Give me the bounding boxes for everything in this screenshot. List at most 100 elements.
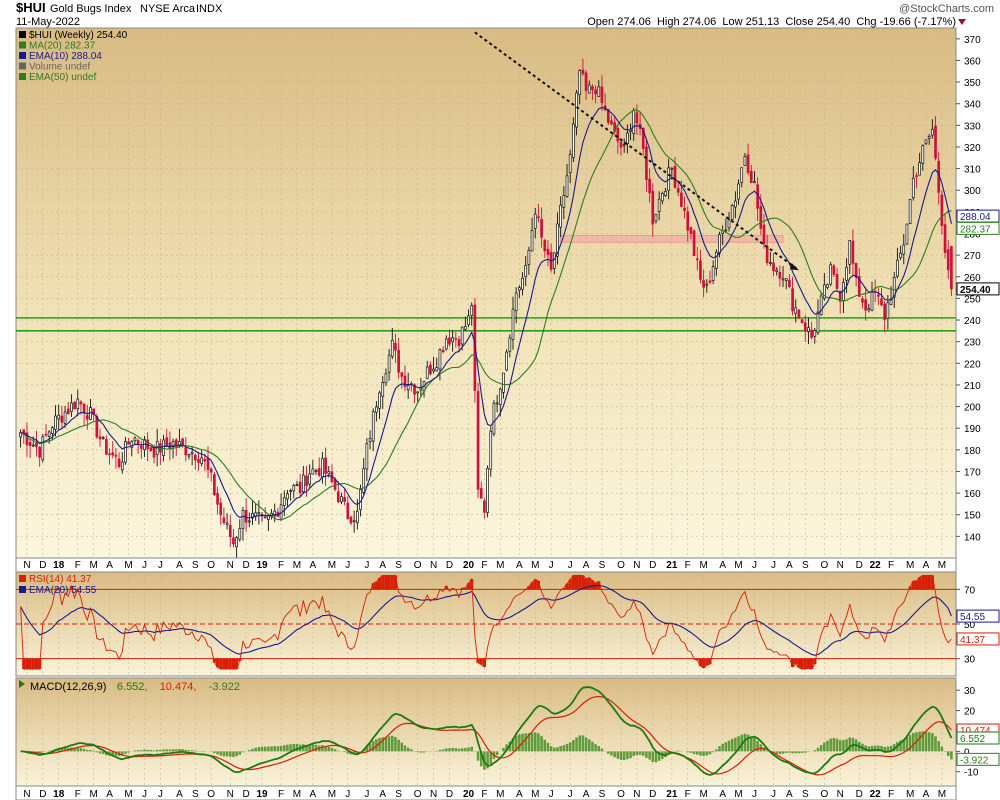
macd-histogram-bar bbox=[540, 736, 543, 752]
macd-histogram-bar bbox=[168, 749, 172, 752]
legend-swatch bbox=[19, 52, 26, 59]
macd-histogram-bar bbox=[715, 749, 718, 752]
rsi-tick-label: 50 bbox=[964, 620, 976, 631]
macd-histogram-bar bbox=[600, 748, 604, 752]
candle-body bbox=[228, 525, 232, 538]
candle-body bbox=[826, 284, 829, 288]
macd-histogram-bar bbox=[378, 738, 381, 752]
macd-histogram-bar bbox=[171, 749, 175, 752]
candle-body bbox=[492, 402, 496, 435]
macd-histogram-bar bbox=[124, 751, 127, 754]
macd-histogram-bar bbox=[587, 739, 591, 752]
candle-body bbox=[362, 468, 366, 493]
candle-body bbox=[543, 240, 547, 252]
value-tag-text: 288.04 bbox=[960, 212, 991, 223]
last-price-label: 254.40 bbox=[960, 285, 991, 296]
candle-body bbox=[823, 284, 826, 299]
macd-histogram-bar bbox=[794, 751, 798, 754]
x-tick-label: A bbox=[786, 789, 793, 800]
x-tick-label: S bbox=[802, 789, 809, 800]
x-tick-label: J bbox=[771, 789, 776, 800]
price-tick-label: 320 bbox=[964, 143, 981, 154]
price-panel: 1401501601701801902002102202302402502602… bbox=[15, 27, 1000, 559]
macd-histogram-bar bbox=[263, 746, 267, 752]
x-tick-label: S bbox=[192, 789, 199, 800]
macd-histogram-bar bbox=[178, 749, 181, 752]
candle-body bbox=[193, 454, 197, 461]
candle-body bbox=[35, 442, 38, 448]
macd-histogram-bar bbox=[619, 751, 623, 760]
macd-histogram-bar bbox=[454, 748, 458, 752]
macd-histogram-bar bbox=[337, 750, 340, 752]
candle-body bbox=[251, 513, 254, 519]
macd-histogram-bar bbox=[140, 750, 143, 752]
macd-histogram-bar bbox=[638, 751, 642, 755]
candle-body bbox=[950, 246, 953, 290]
macd-histogram-bar bbox=[232, 751, 235, 758]
x-tick-label: M bbox=[906, 789, 914, 800]
macd-histogram-bar bbox=[159, 750, 162, 752]
price-tick-label: 360 bbox=[964, 56, 981, 67]
index-type: INDX bbox=[196, 3, 223, 15]
candle-body bbox=[940, 194, 944, 226]
macd-histogram-bar bbox=[324, 746, 327, 752]
macd-histogram-bar bbox=[651, 751, 655, 763]
x-tick-label: D bbox=[243, 560, 250, 571]
x-tick-label: J bbox=[364, 560, 369, 571]
candle-body bbox=[648, 178, 651, 194]
macd-histogram-bar bbox=[788, 751, 791, 753]
macd-histogram-bar bbox=[286, 744, 289, 752]
legend-swatch bbox=[19, 62, 26, 70]
trendline bbox=[474, 31, 800, 272]
x-tick-label: J bbox=[752, 789, 757, 800]
macd-histogram-bar bbox=[607, 751, 610, 754]
macd-histogram-bar bbox=[267, 746, 270, 752]
legend-label: $HUI (Weekly) 254.40 bbox=[29, 30, 128, 41]
candle-body bbox=[568, 153, 572, 173]
macd-histogram-bar bbox=[613, 751, 616, 758]
legend-label: EMA(50) undef bbox=[29, 72, 96, 83]
macd-histogram-bar bbox=[835, 738, 839, 752]
candle-body bbox=[848, 240, 852, 265]
candle-body bbox=[308, 473, 312, 485]
legend-swatch bbox=[19, 41, 26, 49]
candle-body bbox=[44, 433, 48, 436]
candle-body bbox=[759, 206, 763, 229]
candle-body bbox=[292, 485, 296, 492]
x-tick-label: O bbox=[820, 560, 828, 571]
candle-body bbox=[702, 280, 705, 288]
macd-histogram-bar bbox=[216, 751, 219, 755]
x-tick-label: N bbox=[23, 560, 30, 571]
macd-histogram-bar bbox=[784, 751, 788, 754]
price-tick-label: 180 bbox=[964, 446, 981, 457]
macd-histogram-bar bbox=[880, 745, 883, 752]
candle-body bbox=[324, 457, 327, 474]
macd-histogram-bar bbox=[553, 747, 556, 752]
ema10-line bbox=[20, 107, 952, 519]
macd-histogram-bar bbox=[708, 751, 712, 755]
x-tick-label: S bbox=[192, 560, 199, 571]
candle-body bbox=[765, 246, 769, 264]
macd-histogram-bar bbox=[718, 746, 721, 752]
candle-body bbox=[508, 337, 512, 352]
x-tick-label: F bbox=[888, 560, 894, 571]
price-axis: 140 150 160 170 180 190 200 210 220 230 240 250 260 2… bbox=[956, 35, 981, 543]
x-tick-label: M bbox=[734, 560, 742, 571]
macd-histogram-bar bbox=[228, 751, 232, 757]
candle-body bbox=[394, 342, 397, 351]
candle-body bbox=[70, 402, 73, 412]
macd-histogram-bar bbox=[76, 747, 80, 752]
macd-histogram-bar bbox=[746, 734, 750, 752]
macd-histogram-bar bbox=[276, 746, 280, 752]
candle-body bbox=[133, 437, 137, 442]
macd-histogram-bar bbox=[676, 750, 680, 752]
x-tick-label: O bbox=[207, 560, 215, 571]
candle-body bbox=[676, 188, 680, 193]
macd-histogram-bar bbox=[877, 745, 880, 752]
macd-histogram-bar bbox=[727, 740, 731, 752]
bottom-x-axis: N D 18 F M A M J J A S O N D 19 F M A M J J A S O N D 20 F M A M J J A S O N… bbox=[23, 789, 946, 800]
macd-histogram-bar bbox=[931, 733, 934, 752]
candle-body bbox=[686, 211, 690, 231]
